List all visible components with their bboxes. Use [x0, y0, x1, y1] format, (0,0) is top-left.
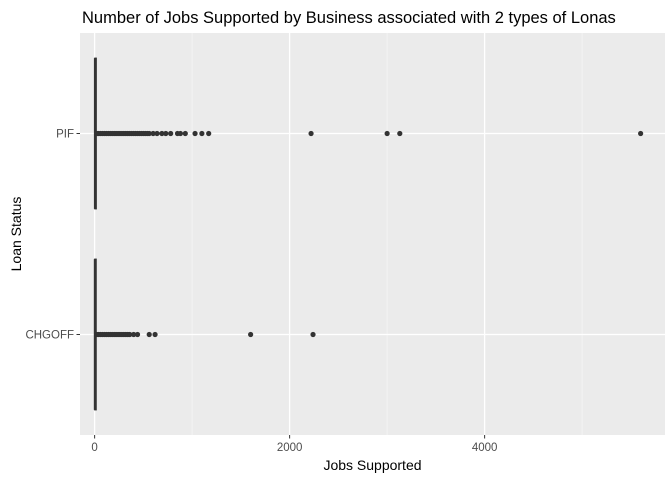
- x-tick-label: 2000: [277, 442, 303, 454]
- plot-panel: [80, 33, 665, 435]
- outlier-point: [152, 331, 158, 338]
- outlier-point: [248, 331, 254, 338]
- outlier-point: [154, 130, 160, 137]
- boxplot-pif: [93, 57, 644, 210]
- axes: 0 2000 4000 CHGOFF PIF: [25, 129, 497, 455]
- y-tick-label: PIF: [56, 129, 74, 141]
- outlier-point: [177, 130, 184, 137]
- outlier-point: [199, 130, 205, 137]
- outlier-point: [182, 130, 188, 137]
- outlier-point: [159, 130, 165, 137]
- outlier-point: [308, 130, 314, 137]
- outlier-point: [192, 130, 198, 137]
- x-tick-label: 0: [91, 442, 97, 454]
- outlier-point: [127, 331, 133, 338]
- boxplot-chgoff: [93, 258, 316, 411]
- outlier-point: [163, 130, 169, 137]
- outlier-point: [168, 130, 174, 137]
- y-tick-label: CHGOFF: [25, 330, 74, 342]
- y-axis-title: Loan Status: [8, 197, 24, 272]
- outlier-point: [146, 130, 152, 137]
- outlier-point: [150, 130, 156, 137]
- chart-title: Number of Jobs Supported by Business ass…: [82, 9, 616, 27]
- x-tick-label: 4000: [472, 442, 498, 454]
- outlier-point: [206, 130, 212, 137]
- outlier-point: [397, 130, 403, 137]
- x-axis-title: Jobs Supported: [323, 457, 421, 473]
- box-marks: [93, 57, 644, 411]
- outlier-point: [146, 331, 152, 338]
- outlier-point: [384, 130, 390, 137]
- outlier-point: [638, 130, 644, 137]
- outlier-point: [131, 331, 137, 338]
- outlier-point: [310, 331, 316, 338]
- outlier-point: [134, 331, 141, 338]
